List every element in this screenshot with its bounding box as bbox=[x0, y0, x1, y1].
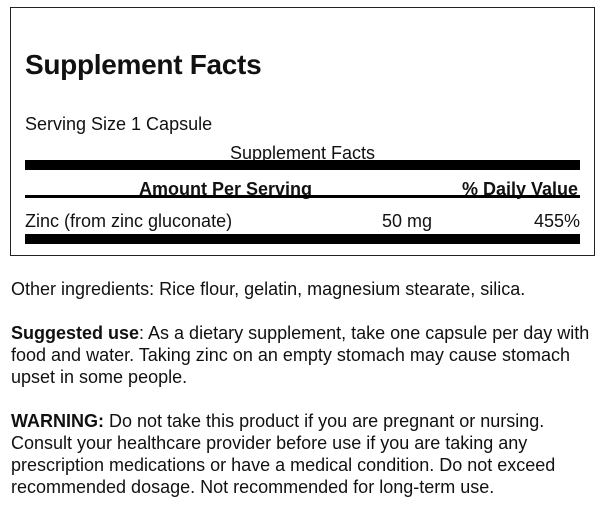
nutrient-dv: 455% bbox=[533, 211, 580, 231]
panel-subtitle: Supplement Facts bbox=[229, 143, 376, 163]
warning: WARNING: Do not take this product if you… bbox=[11, 410, 601, 498]
thick-divider bbox=[25, 160, 580, 170]
suggested-use: Suggested use: As a dietary supplement, … bbox=[11, 322, 591, 388]
nutrient-amount: 50 mg bbox=[382, 211, 433, 231]
amount-header: Amount Per Serving bbox=[139, 179, 313, 199]
serving-size: Serving Size 1 Capsule bbox=[25, 114, 213, 134]
warning-text: Do not take this product if you are preg… bbox=[11, 411, 556, 497]
supplement-facts-panel: Supplement Facts Serving Size 1 Capsule … bbox=[10, 7, 595, 256]
suggested-use-text: : As a dietary supplement, take one caps… bbox=[11, 323, 590, 387]
other-ingredients: Other ingredients: Rice flour, gelatin, … bbox=[11, 279, 526, 299]
daily-value-header: % Daily Value bbox=[461, 179, 578, 199]
panel-title: Supplement Facts bbox=[25, 49, 262, 80]
warning-label: WARNING: bbox=[11, 411, 104, 431]
thick-divider-bottom bbox=[25, 234, 580, 244]
suggested-use-label: Suggested use bbox=[11, 323, 140, 343]
thin-divider bbox=[25, 195, 580, 198]
nutrient-name: Zinc (from zinc gluconate) bbox=[25, 211, 233, 231]
